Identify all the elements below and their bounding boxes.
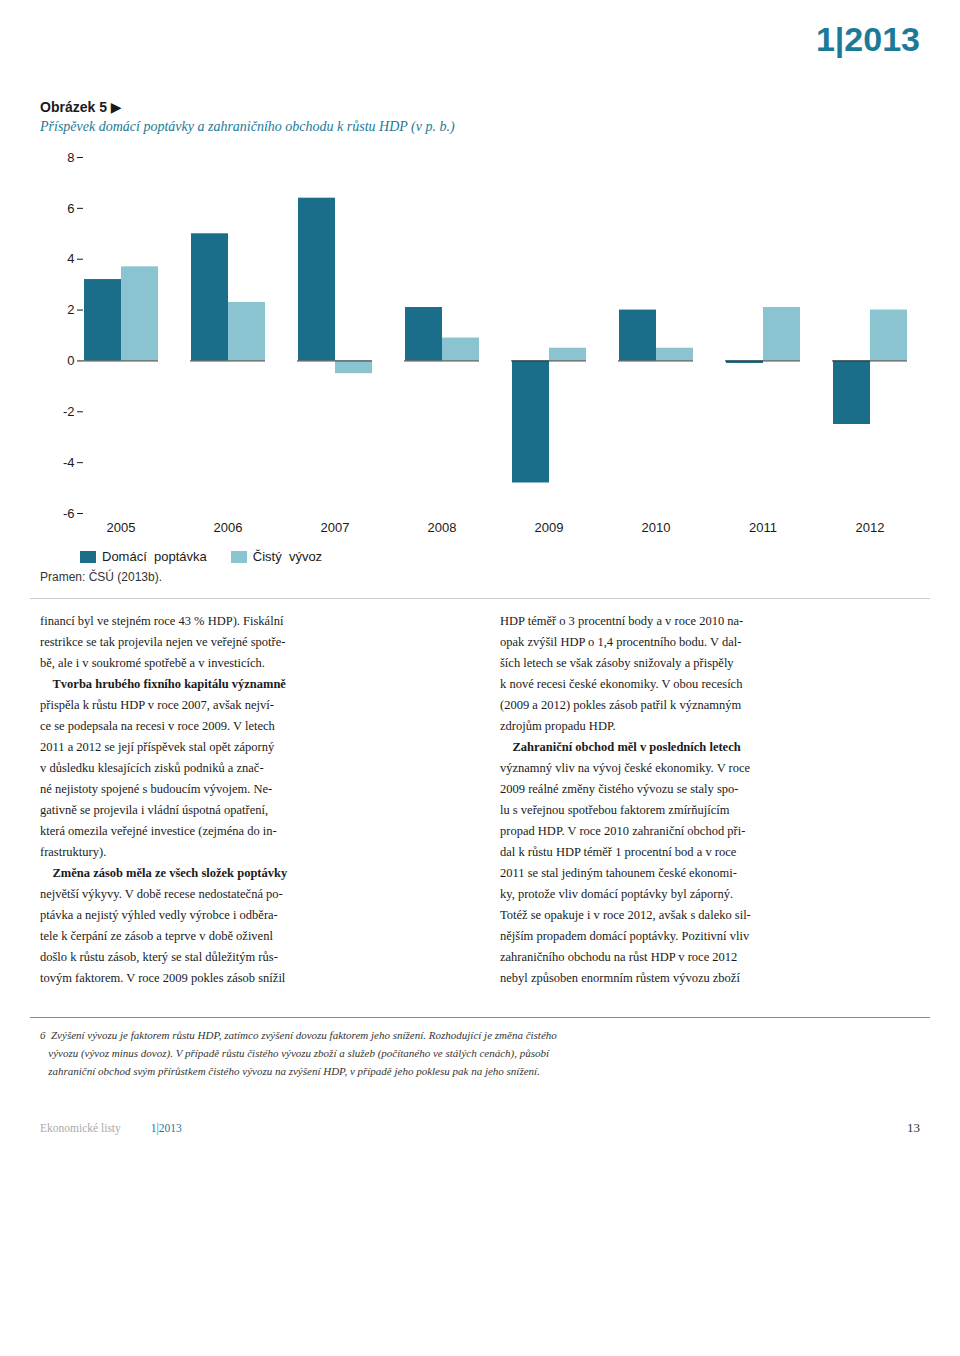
html-text:restrikce se tak projevila nej: restrikce se tak projevila nejen ve veře… <box>40 635 286 649</box>
svg-text:2008: 2008 <box>428 520 457 535</box>
svg-text:2011: 2011 <box>749 520 777 535</box>
html-text:financí byl ve stejném roce 43: financí byl ve stejném roce 43 % HDP). F… <box>40 614 284 628</box>
html-text:ších letech se však zásoby sni: ších letech se však zásoby snižovaly a p… <box>500 656 734 670</box>
svg-text:2005: 2005 <box>107 520 136 535</box>
html-text:Totéž se opakuje i v roce 2012: Totéž se opakuje i v roce 2012, avšak s … <box>500 908 751 922</box>
html-text:vývozu (vývoz minus dovoz). V: vývozu (vývoz minus dovoz). V případě rů… <box>40 1047 549 1059</box>
svg-text:8: 8 <box>67 150 74 165</box>
html-text:která omezila veřejné investic: která omezila veřejné investice (zejména… <box>40 824 277 838</box>
svg-text:2007: 2007 <box>321 520 350 535</box>
html-text:přispěla k růstu HDP v roce 20: přispěla k růstu HDP v roce 2007, avšak … <box>40 698 274 712</box>
svg-text:-4: -4 <box>63 455 75 470</box>
html-text:(2009 a 2012) pokles zásob pat: (2009 a 2012) pokles zásob patřil k význ… <box>500 698 742 712</box>
html-text:zahraničního obchodu na růst H: zahraničního obchodu na růst HDP v roce … <box>500 950 738 964</box>
html-text:nebyl způsoben enormním růstem: nebyl způsoben enormním růstem vývozu zb… <box>500 971 740 985</box>
html-text:tovým faktorem. V roce 2009 po: tovým faktorem. V roce 2009 pokles zásob… <box>40 971 286 985</box>
svg-text:6: 6 <box>67 201 74 216</box>
html-text:Obrázek 5 ▶: Obrázek 5 ▶ <box>40 99 122 115</box>
html-text:propad HDP. V roce 2010 zahran: propad HDP. V roce 2010 zahraniční obcho… <box>500 824 746 838</box>
html-text:gativně se projevila i vládní: gativně se projevila i vládní úspotná op… <box>40 803 269 817</box>
html-text:došlo k růstu zásob, který se: došlo k růstu zásob, který se stal důlež… <box>40 950 278 964</box>
html-text:ky, protože vliv domácí poptáv: ky, protože vliv domácí poptávky byl záp… <box>500 887 734 901</box>
html-text:Pramen: ČSÚ (2013b).: Pramen: ČSÚ (2013b). <box>40 570 163 584</box>
html-text:ce se podepsala na recesi v ro: ce se podepsala na recesi v roce 2009. V… <box>40 719 275 733</box>
svg-text:4: 4 <box>67 251 74 266</box>
svg-text:2012: 2012 <box>856 520 885 535</box>
svg-text:-6: -6 <box>63 506 75 521</box>
html-text:v důsledku klesajících zisků p: v důsledku klesajících zisků podniků a z… <box>40 761 264 775</box>
svg-text:-2: -2 <box>63 404 75 419</box>
html-text:významný vliv na vývoj české e: významný vliv na vývoj české ekonomiky. … <box>500 761 751 775</box>
html-text:2011 a 2012 se její příspěvek: 2011 a 2012 se její příspěvek stal opět … <box>40 740 275 754</box>
html-text:Změna zásob měla ze všech slož: Změna zásob měla ze všech složek poptávk… <box>40 866 288 880</box>
html-text:Zahraniční obchod měl v posled: Zahraniční obchod měl v posledních letec… <box>500 740 741 754</box>
svg-text:2009: 2009 <box>535 520 564 535</box>
html-text:2011 se stal jediným tahounem: 2011 se stal jediným tahounem české ekon… <box>500 866 737 880</box>
html-text:2009 reálné změny čistého vývo: 2009 reálné změny čistého vývozu se stal… <box>500 782 739 796</box>
html-text:1|2013: 1|2013 <box>815 20 920 58</box>
html-text:Tvorba hrubého fixního kapitál: Tvorba hrubého fixního kapitálu významně <box>40 677 286 691</box>
svg-text:2: 2 <box>67 302 74 317</box>
html-text:zahraniční obchod svým přírůst: zahraniční obchod svým přírůstkem čistéh… <box>40 1065 540 1077</box>
html-text:Ekonomické listy: Ekonomické listy <box>40 1122 121 1134</box>
html-text:bě, ale i v soukromé spotřebě: bě, ale i v soukromé spotřebě a v invest… <box>40 656 265 670</box>
svg-text:0: 0 <box>67 353 74 368</box>
html-text:frastruktury).: frastruktury). <box>40 845 107 859</box>
html-text:Domácí poptávka: Domácí poptávka <box>102 549 207 564</box>
html-text:né nejistoty spojené s budoucí: né nejistoty spojené s budoucím vývojem.… <box>40 782 273 796</box>
html-text:1|2013: 1|2013 <box>150 1122 182 1134</box>
html-text:13: 13 <box>907 1120 920 1135</box>
html-text:k nové recesi české ekonomiky.: k nové recesi české ekonomiky. V obou re… <box>500 677 743 691</box>
html-text:ptávka a nejistý výhled vedly: ptávka a nejistý výhled vedly výrobce i … <box>40 908 278 922</box>
html-text:nějším propadem domácí poptávk: nějším propadem domácí poptávky. Pozitiv… <box>500 929 750 943</box>
svg-text:2006: 2006 <box>214 520 243 535</box>
html-text:dal k růstu HDP téměř 1 procen: dal k růstu HDP téměř 1 procentní bod a … <box>500 845 737 859</box>
html-text:lu s veřejnou spotřebou faktor: lu s veřejnou spotřebou faktorem zmírňuj… <box>500 803 730 817</box>
html-text:HDP téměř o 3 procentní body a: HDP téměř o 3 procentní body a v roce 20… <box>500 614 744 628</box>
html-text:zdrojům propadu HDP.: zdrojům propadu HDP. <box>500 719 616 733</box>
html-text:největší výkyvy. V době recese: největší výkyvy. V době recese nedostate… <box>40 887 283 901</box>
svg-text:2010: 2010 <box>642 520 671 535</box>
html-text:6 Zvýšení vývozu je faktorem r: 6 Zvýšení vývozu je faktorem růstu HDP, … <box>40 1029 557 1041</box>
html-text:tele k čerpání ze zásob a tepr: tele k čerpání ze zásob a teprve v době … <box>40 929 273 943</box>
html-text:Čistý vývoz: Čistý vývoz <box>252 549 323 564</box>
html-text:opak zvýšil HDP o 1,4 procentn: opak zvýšil HDP o 1,4 procentního bodu. … <box>500 635 742 649</box>
html-text:Příspěvek domácí poptávky a za: Příspěvek domácí poptávky a zahraničního… <box>40 119 455 134</box>
